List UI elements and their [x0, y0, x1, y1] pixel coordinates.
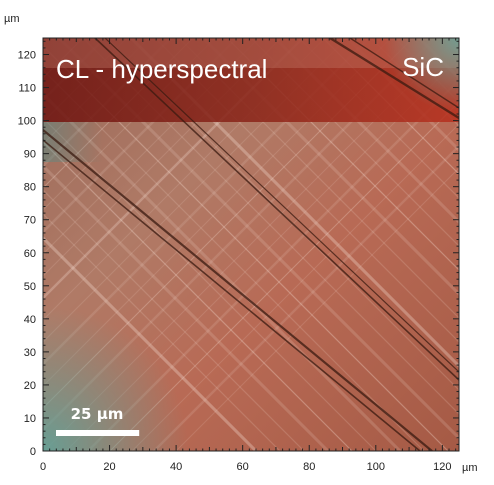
scale-bar — [56, 430, 140, 436]
y-tick-label: 90 — [24, 149, 36, 161]
defect-line — [329, 38, 459, 120]
y-tick-label: 0 — [30, 446, 36, 458]
axes — [42, 38, 459, 452]
x-axis-unit: µm — [462, 462, 478, 474]
y-tick-label: 60 — [24, 248, 36, 260]
y-axis-unit: µm — [4, 13, 20, 25]
y-tick-label: 20 — [24, 380, 36, 392]
x-axis-tick-labels: 0 20 40 60 80 100 120 — [40, 461, 452, 473]
y-tick-label: 40 — [24, 314, 36, 326]
x-tick-label: 0 — [40, 461, 46, 473]
x-tick-label: 60 — [237, 461, 249, 473]
streak-line — [467, 38, 494, 451]
defect-lines — [43, 38, 459, 451]
y-tick-label: 70 — [24, 215, 36, 227]
defect-line — [43, 129, 433, 451]
hyperspectral-image — [43, 38, 494, 451]
defect-line — [104, 38, 459, 373]
x-tick-label: 120 — [433, 461, 451, 473]
x-tick-label: 80 — [303, 461, 315, 473]
y-tick-label: 120 — [18, 50, 36, 62]
defect-line — [43, 139, 421, 451]
scale-bar-label: 25 µm — [71, 405, 124, 423]
y-tick-label: 80 — [24, 182, 36, 194]
defect-line — [349, 38, 459, 109]
x-tick-label: 100 — [367, 461, 385, 473]
y-tick-label: 50 — [24, 281, 36, 293]
y-axis-tick-labels: 0 10 20 30 40 50 60 70 80 90 100 110 120 — [18, 50, 36, 458]
y-tick-label: 10 — [24, 413, 36, 425]
defect-line — [94, 38, 459, 381]
y-tick-label: 110 — [18, 83, 36, 95]
x-tick-label: 20 — [103, 461, 115, 473]
x-tick-label: 40 — [170, 461, 182, 473]
y-tick-label: 100 — [18, 116, 36, 128]
image-title: CL - hyperspectral — [56, 54, 267, 84]
y-tick-label: 30 — [24, 347, 36, 359]
material-label: SiC — [402, 52, 444, 82]
